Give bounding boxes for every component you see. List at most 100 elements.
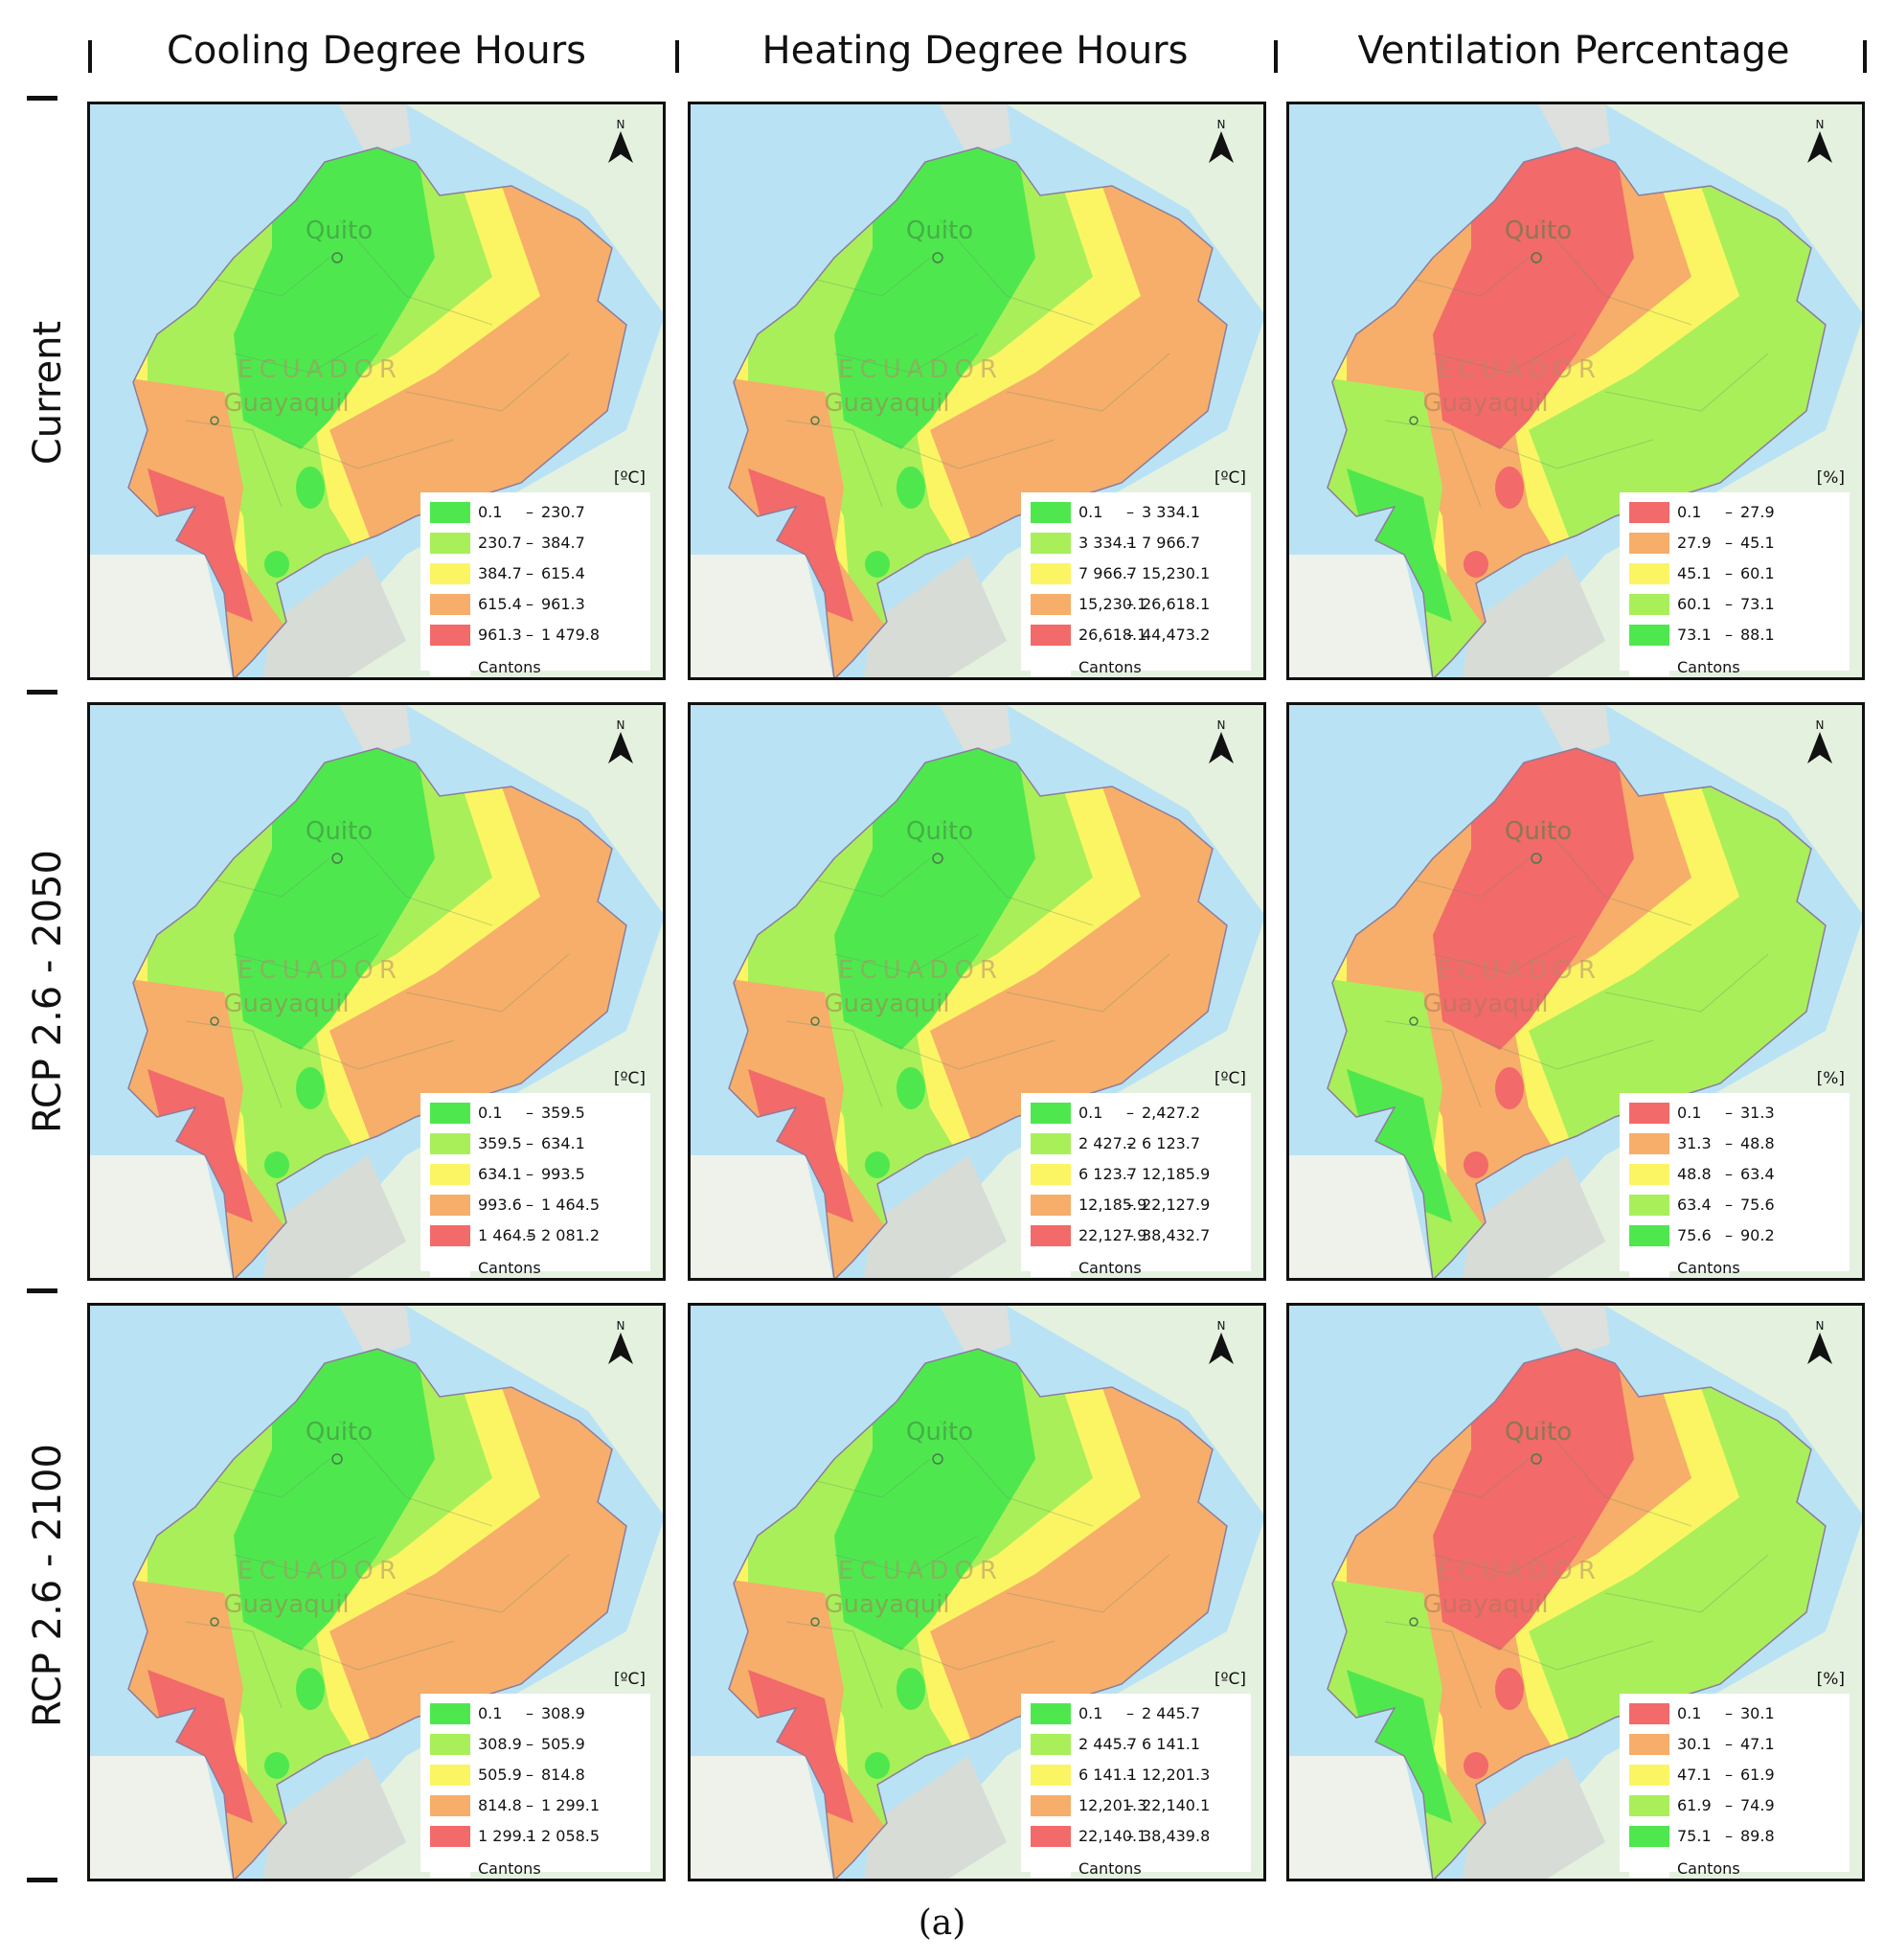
- legend-class: 308.9–505.9: [420, 1730, 650, 1761]
- canton-boundary: [939, 1420, 1094, 1527]
- legend-swatch: [1031, 563, 1071, 584]
- canton-boundary: [185, 1020, 283, 1108]
- row-divider: [27, 96, 57, 101]
- north-arrow-icon: N: [1204, 1319, 1238, 1369]
- zone-class-1-spot: [296, 1067, 325, 1109]
- legend-upper: 26,618.1: [1142, 595, 1211, 613]
- canton-boundary: [1537, 1420, 1692, 1527]
- quito-marker: [331, 1453, 343, 1465]
- legend-swatch: [430, 1703, 470, 1724]
- legend-cantons: Cantons: [1021, 1853, 1251, 1879]
- legend-class: 0.1–359.5: [420, 1099, 650, 1129]
- label-quito: Quito: [1505, 817, 1572, 846]
- relief-north: [940, 1306, 1011, 1358]
- legend-lower: 27.9: [1677, 534, 1712, 552]
- label-country: ECUADOR: [1437, 355, 1601, 384]
- legend-swatch: [1629, 1795, 1669, 1816]
- zone-class-5: [748, 1670, 853, 1823]
- legend-upper: 7 966.7: [1142, 534, 1201, 552]
- relief-south: [262, 1756, 406, 1879]
- legend-class: 15,230.1–26,618.1: [1021, 590, 1251, 621]
- canton-boundary: [233, 934, 378, 974]
- canton-boundary: [281, 1640, 455, 1671]
- legend-upper: 75.6: [1740, 1196, 1775, 1214]
- legend-swatch: [430, 1826, 470, 1847]
- column-divider: [1274, 40, 1278, 73]
- legend-lower: 26,618.1: [1078, 626, 1147, 644]
- legend-swatch: [1629, 533, 1669, 554]
- legend-upper: 15,230.1: [1142, 564, 1211, 582]
- map-panel: Quito ECUADOR Guayaquil N [ºC] 0.1–359.5 359.5…: [87, 702, 666, 1281]
- label-quito: Quito: [906, 817, 973, 846]
- north-label: N: [1815, 118, 1825, 131]
- legend-upper: 48.8: [1740, 1134, 1775, 1152]
- legend-class: 73.1–88.1: [1620, 621, 1850, 651]
- legend-swatch: [1031, 1795, 1071, 1816]
- legend-swatch: [1629, 1734, 1669, 1755]
- label-guayaquil: Guayaquil: [1422, 1590, 1548, 1619]
- legend-class: 505.9–814.8: [420, 1761, 650, 1791]
- zone-class-1-spot: [1495, 467, 1524, 509]
- legend-upper: 1 299.1: [541, 1796, 601, 1814]
- legend-unit: [ºC]: [613, 1069, 646, 1088]
- legend-upper: 230.7: [541, 503, 585, 521]
- relief-north: [1538, 1306, 1610, 1358]
- relief-north: [940, 705, 1011, 758]
- column-divider: [675, 40, 679, 73]
- legend-lower: 384.7: [478, 564, 522, 582]
- zone-class-1-spot: [264, 1752, 289, 1779]
- canton-boundary: [805, 257, 931, 297]
- canton-boundary: [1403, 857, 1530, 898]
- quito-marker: [932, 853, 943, 864]
- canton-boundary: [1384, 420, 1482, 508]
- legend-swatch: [1031, 502, 1071, 523]
- label-country: ECUADOR: [838, 355, 1003, 384]
- legend-class: 384.7–615.4: [420, 559, 650, 590]
- country-border: [1327, 747, 1827, 1278]
- legend-class: 3 334.1–7 966.7: [1021, 529, 1251, 559]
- north-label: N: [1815, 1319, 1825, 1333]
- ecuador-map: Quito ECUADOR Guayaquil: [90, 104, 663, 677]
- legend-class: 0.1–2,427.2: [1021, 1099, 1251, 1129]
- map-legend: 0.1–230.7 230.7–384.7 384.7–615.4 615.4–961…: [420, 492, 650, 676]
- legend-class: 615.4–961.3: [420, 590, 650, 621]
- label-quito: Quito: [306, 217, 373, 245]
- legend-swatch: [1031, 1703, 1071, 1724]
- guayaquil-marker: [210, 1016, 219, 1026]
- relief-north: [339, 1306, 411, 1358]
- legend-class: 2 445.7–6 141.1: [1021, 1730, 1251, 1761]
- country-border: [127, 147, 627, 677]
- peru-coast-land: [90, 1756, 233, 1879]
- legend-lower: 2 427.2: [1078, 1134, 1138, 1152]
- country-border: [728, 747, 1228, 1278]
- legend-upper: 2 445.7: [1142, 1704, 1201, 1722]
- north-arrow-icon: N: [1204, 718, 1238, 768]
- label-guayaquil: Guayaquil: [1422, 389, 1548, 418]
- canton-boundary: [281, 1039, 455, 1070]
- relief-north: [339, 705, 411, 758]
- legend-cantons: Cantons: [1620, 1252, 1850, 1278]
- legend-upper: 38,439.8: [1142, 1827, 1211, 1845]
- label-country: ECUADOR: [1437, 1557, 1601, 1585]
- peru-coast-land: [90, 555, 233, 677]
- map-panel: Quito ECUADOR Guayaquil N [ºC] 0.1–3 334.1 3 3…: [688, 102, 1266, 680]
- canton-boundary: [405, 1554, 570, 1613]
- relief-south: [1462, 1756, 1605, 1879]
- row-title-current: Current: [26, 320, 70, 466]
- legend-swatch: [1031, 1225, 1071, 1246]
- legend-lower: 1 299.1: [478, 1827, 537, 1845]
- legend-upper: 31.3: [1740, 1104, 1775, 1122]
- legend-lower: 3 334.1: [1078, 534, 1138, 552]
- zone-class-1-spot: [1495, 1668, 1524, 1710]
- guayaquil-marker: [1409, 1617, 1419, 1627]
- legend-swatch: [430, 1225, 470, 1246]
- canton-boundary: [233, 1535, 378, 1575]
- legend-swatch: [1629, 563, 1669, 584]
- row-divider: [27, 1878, 57, 1882]
- relief-south: [1462, 555, 1605, 677]
- legend-class: 31.3–48.8: [1620, 1129, 1850, 1160]
- legend-unit: [ºC]: [613, 468, 646, 488]
- legend-upper: 74.9: [1740, 1796, 1775, 1814]
- map-legend: 0.1–27.9 27.9–45.1 45.1–60.1 60.1–73.1 73.1–…: [1620, 492, 1850, 676]
- legend-swatch: [1031, 1164, 1071, 1185]
